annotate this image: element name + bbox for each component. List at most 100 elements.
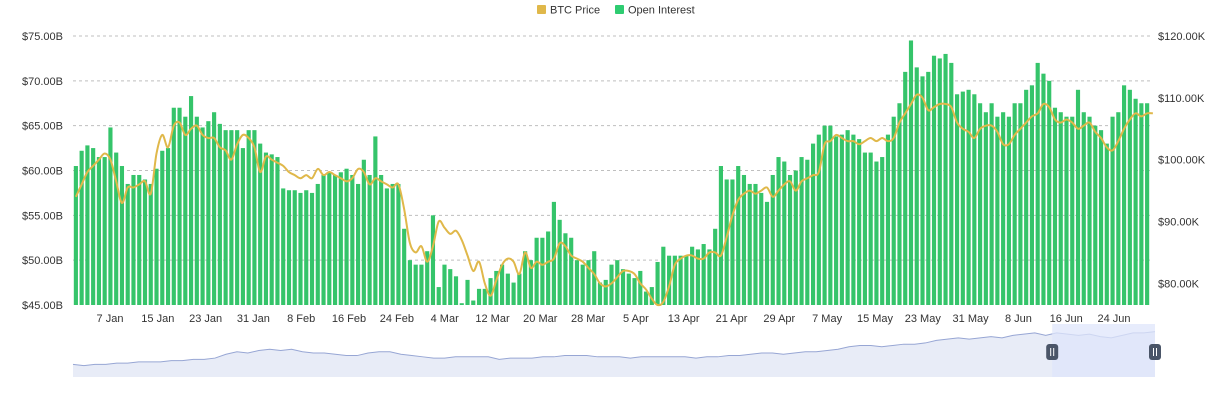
open-interest-bar (384, 188, 389, 305)
open-interest-bar (747, 183, 752, 305)
open-interest-bar (816, 134, 821, 305)
open-interest-bar (695, 249, 700, 305)
open-interest-bar (845, 130, 850, 305)
open-interest-bar (1127, 89, 1132, 305)
open-interest-bar (200, 127, 205, 306)
legend-label: BTC Price (550, 5, 600, 17)
open-interest-bar (724, 179, 729, 305)
right-tick-label: $110.00K (1158, 93, 1205, 105)
open-interest-bar (1012, 103, 1017, 305)
open-interest-bar (615, 260, 620, 305)
open-interest-bar (1006, 116, 1011, 305)
open-interest-bar (505, 273, 510, 305)
left-tick-label: $45.00B (22, 300, 63, 312)
open-interest-bar (966, 89, 971, 305)
navigator-left-handle[interactable] (1046, 344, 1059, 360)
open-interest-bar (367, 174, 372, 305)
open-interest-bar (402, 228, 407, 305)
open-interest-bar (1098, 130, 1104, 305)
open-interest-bar (914, 67, 919, 305)
right-tick-label: $80.00K (1158, 278, 1200, 290)
open-interest-bar (822, 125, 827, 305)
open-interest-bar (119, 166, 125, 305)
open-interest-bar (782, 161, 787, 305)
open-interest-bar (442, 264, 447, 305)
legend-label: Open Interest (628, 5, 695, 17)
open-interest-bar (430, 215, 436, 305)
open-interest-bar (1018, 103, 1023, 305)
open-interest-bar (102, 157, 107, 305)
navigator-area (73, 331, 1155, 377)
x-tick-label: 15 May (857, 313, 894, 325)
open-interest-bar (125, 183, 130, 305)
open-interest-bar (1116, 112, 1121, 305)
open-interest-bar (212, 112, 217, 305)
open-interest-bar (609, 264, 614, 305)
open-interest-bar (701, 244, 706, 305)
open-interest-bar (655, 261, 660, 305)
open-interest-bar (459, 303, 464, 305)
x-tick-label: 8 Jun (1005, 313, 1032, 325)
open-interest-bar (891, 116, 896, 305)
open-interest-bar (978, 103, 983, 305)
open-interest-bar (643, 291, 649, 305)
open-interest-bar (407, 260, 412, 305)
open-interest-bar (586, 260, 591, 305)
open-interest-bar (528, 260, 533, 305)
open-interest-bar (165, 148, 171, 305)
open-interest-bar (482, 288, 487, 305)
open-interest-bar (500, 264, 505, 305)
open-interest-bar (1104, 143, 1109, 305)
open-interest-bar (79, 150, 84, 305)
open-interest-bar (137, 174, 142, 305)
open-interest-bar (1145, 103, 1150, 305)
open-interest-bar (661, 246, 666, 305)
open-interest-bar (523, 251, 528, 305)
open-interest-bar (626, 273, 631, 305)
open-interest-bar (321, 174, 326, 305)
open-interest-bar (114, 152, 119, 305)
navigator-selection[interactable] (1052, 324, 1155, 377)
open-interest-bars (73, 40, 1150, 306)
open-interest-bar (937, 58, 942, 305)
range-navigator[interactable] (72, 324, 1161, 377)
open-interest-bar (949, 62, 954, 306)
navigator-right-handle[interactable] (1149, 344, 1161, 360)
open-interest-bar (160, 150, 165, 305)
chart-legend: BTC Price Open Interest (537, 5, 695, 17)
open-interest-bar (177, 107, 182, 305)
open-interest-bar (327, 172, 332, 305)
open-interest-bar (828, 125, 833, 305)
open-interest-bar (557, 219, 562, 305)
open-interest-bar (741, 174, 747, 305)
btc-price-line (74, 93, 1153, 307)
open-interest-bar (246, 130, 251, 305)
open-interest-bar (1024, 89, 1029, 305)
x-tick-label: 5 Apr (623, 313, 649, 325)
open-interest-bar (805, 159, 810, 305)
open-interest-bar (1133, 98, 1138, 306)
open-interest-bar (1139, 103, 1144, 305)
x-tick-label: 12 Mar (475, 313, 510, 325)
open-interest-bar (425, 251, 430, 305)
open-interest-bar (1093, 125, 1098, 305)
open-interest-bar (684, 255, 689, 305)
open-interest-bar (235, 130, 240, 305)
open-interest-bar (476, 288, 482, 305)
left-tick-label: $55.00B (22, 210, 63, 222)
open-interest-bar (183, 116, 188, 305)
open-interest-bar (983, 112, 988, 305)
open-interest-bar (171, 107, 176, 305)
right-y-axis: $120.00K $110.00K $100.00K $90.00K $80.00K (1158, 31, 1206, 290)
x-tick-label: 28 Mar (571, 313, 606, 325)
open-interest-bar (419, 264, 424, 305)
open-interest-bar (281, 188, 286, 305)
open-interest-bar (154, 168, 159, 305)
open-interest-bar (603, 279, 608, 305)
x-tick-label: 16 Jun (1050, 313, 1083, 325)
open-interest-bar (620, 269, 626, 305)
open-interest-bar (857, 139, 862, 305)
left-tick-label: $75.00B (22, 31, 63, 43)
open-interest-bar (1064, 116, 1069, 305)
open-interest-bar (874, 161, 879, 305)
